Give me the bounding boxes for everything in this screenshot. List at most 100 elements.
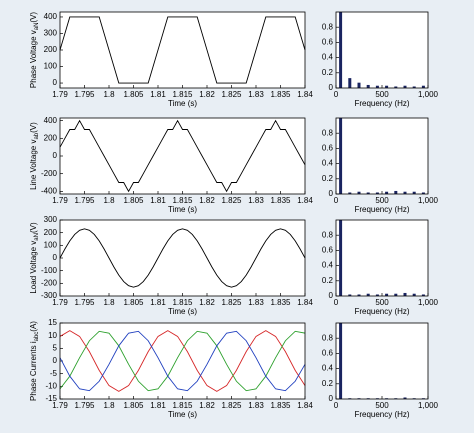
y-tick-label: 0 [329, 291, 334, 300]
bar [412, 86, 416, 88]
x-tick-label: 1.8 [103, 401, 115, 410]
y-tick-label: 0.2 [322, 68, 334, 77]
bar [421, 85, 425, 88]
y-tick-label: 0 [53, 253, 58, 262]
y-tick-label: 100 [44, 62, 58, 71]
y-tick-label: 300 [44, 29, 58, 38]
series-line [59, 228, 306, 288]
x-tick-label: 1.79 [52, 298, 68, 307]
x-tick-label: 1.83 [248, 196, 264, 205]
bar [348, 192, 352, 194]
bar [357, 294, 361, 296]
x-tick-label: 0 [334, 196, 339, 205]
y-tick-label: 0.6 [322, 144, 334, 153]
y-axis-label-sub: ab [34, 132, 40, 139]
bar [421, 192, 425, 194]
y-tick-label: 5 [53, 343, 58, 352]
plot-area [336, 323, 428, 399]
x-tick-label: 0 [334, 90, 339, 99]
x-tick-label: 1.83 [248, 90, 264, 99]
x-tick-label: 1,000 [418, 196, 439, 205]
x-axis-label: Frequency (Hz) [354, 307, 409, 316]
x-tick-label: 1.795 [74, 196, 95, 205]
y-tick-label: 0.4 [322, 261, 334, 270]
y-tick-label: -200 [41, 169, 58, 178]
x-tick-label: 1.825 [221, 90, 242, 99]
y-tick-label: 0 [329, 83, 334, 92]
x-tick-label: 1.83 [248, 401, 264, 410]
bar [385, 293, 389, 296]
series-line [59, 119, 306, 193]
x-tick-label: 1.82 [199, 401, 215, 410]
x-axis-label: Frequency (Hz) [354, 205, 409, 214]
plot-frame [335, 117, 429, 195]
x-tick-label: 1.84 [297, 298, 313, 307]
series-line [59, 330, 306, 392]
y-axis-label: Load Voltage vaN(V) [29, 222, 39, 294]
bar [366, 293, 370, 296]
plot-area [60, 323, 305, 399]
y-tick-label: 0.4 [322, 159, 334, 168]
y-tick-label: 0.2 [322, 174, 334, 183]
x-tick-label: 1.835 [270, 90, 291, 99]
x-axis-label: Frequency (Hz) [354, 410, 409, 419]
y-tick-label: 0.6 [322, 246, 334, 255]
plot-area [336, 220, 428, 296]
x-tick-label: 1,000 [418, 401, 439, 410]
y-tick-label: 10 [48, 331, 57, 340]
x-axis-label: Time (s) [168, 99, 197, 108]
y-tick-label: 400 [44, 12, 58, 21]
y-tick-label: 0.6 [322, 38, 334, 47]
x-tick-label: 0 [334, 298, 339, 307]
x-tick-label: 1.82 [199, 196, 215, 205]
plot-area [60, 220, 305, 296]
x-tick-label: 1.815 [172, 196, 193, 205]
y-axis-label-unit: (V) [29, 122, 38, 133]
bar [394, 86, 398, 88]
y-axis-label-sub: aN [34, 233, 40, 241]
bar [375, 85, 379, 88]
y-axis-label: Phase Currents iabc(A) [29, 321, 39, 401]
y-axis-label-unit: (V) [29, 222, 38, 233]
y-tick-label: 0.4 [322, 364, 334, 373]
x-tick-label: 1.84 [297, 196, 313, 205]
bar [357, 82, 361, 88]
bar [403, 397, 407, 399]
bar [375, 192, 379, 194]
series-line [59, 330, 306, 392]
x-tick-label: 1.84 [297, 401, 313, 410]
bar [339, 220, 343, 296]
plot-area [60, 12, 305, 88]
y-tick-label: 0.8 [322, 230, 334, 239]
bar [403, 85, 407, 88]
x-tick-label: 1.82 [199, 90, 215, 99]
y-tick-label: 0.6 [322, 349, 334, 358]
y-tick-label: 0 [53, 78, 58, 87]
bar [421, 294, 425, 296]
x-tick-label: 1.795 [74, 401, 95, 410]
bar [412, 293, 416, 296]
y-tick-label: 0 [329, 394, 334, 403]
y-tick-label: -5 [50, 369, 58, 378]
y-tick-label: 0.8 [322, 333, 334, 342]
y-tick-label: -300 [41, 291, 58, 300]
plot-area [336, 118, 428, 194]
y-axis-label-text: Phase Voltage v [29, 30, 38, 88]
y-axis-label-unit: (V) [29, 12, 38, 23]
y-tick-label: 0.4 [322, 53, 334, 62]
x-tick-label: 1.79 [52, 90, 68, 99]
y-tick-label: 200 [44, 133, 58, 142]
y-axis-label-text: Phase Currents i [29, 341, 38, 401]
x-tick-label: 1.79 [52, 196, 68, 205]
bar [339, 323, 343, 399]
x-tick-label: 1.84 [297, 90, 313, 99]
bar [339, 118, 343, 194]
x-tick-label: 1.8 [103, 298, 115, 307]
y-tick-label: 0 [53, 356, 58, 365]
x-tick-label: 1.79 [52, 401, 68, 410]
x-tick-label: 1.815 [172, 401, 193, 410]
y-axis-label: Line Voltage vab(V) [29, 122, 39, 190]
x-tick-label: 1.8 [103, 196, 115, 205]
y-tick-label: 0.8 [322, 22, 334, 31]
